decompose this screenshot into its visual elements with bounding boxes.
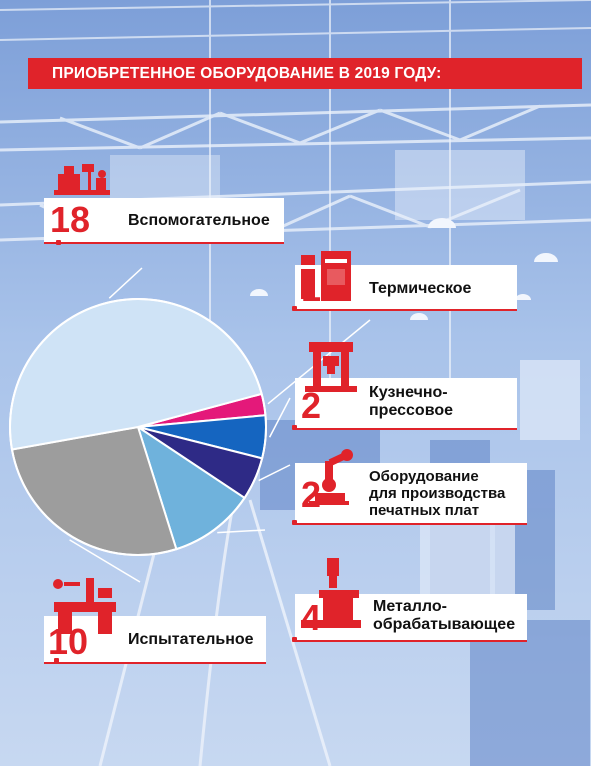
leader-line: [258, 464, 291, 482]
page-title: ПРИОБРЕТЕННОЕ ОБОРУДОВАНИЕ В 2019 ГОДУ:: [52, 64, 442, 82]
item-count: 10: [48, 621, 89, 662]
leader-line: [217, 529, 266, 534]
press-icon: [305, 342, 357, 392]
card-marker: [292, 520, 297, 525]
leader-line: [108, 267, 143, 299]
item-count: 1: [301, 268, 322, 309]
furnace-icon: [301, 251, 351, 301]
leader-line: [268, 397, 291, 438]
card-marker: [292, 637, 297, 642]
item-label: Кузнечно-прессовое: [369, 384, 453, 419]
item-count: 2: [301, 385, 322, 426]
card-marker: [292, 425, 297, 430]
card-marker: [56, 240, 61, 245]
item-count: 2: [301, 474, 322, 515]
milling-machine-icon: [301, 558, 361, 628]
item-label: Испытательное: [128, 631, 254, 648]
card-marker: [292, 306, 297, 311]
item-card-forging: 2 Кузнечно-прессовое: [295, 342, 517, 430]
card-marker: [54, 658, 59, 663]
item-card-testing: 10 Испытательное: [44, 578, 266, 664]
item-label: Вспомогательное: [128, 212, 270, 229]
leader-line: [69, 539, 141, 583]
item-count: 18: [50, 199, 91, 240]
test-bench-icon: [53, 578, 116, 634]
item-label: Оборудование для производства печатных пла…: [369, 468, 506, 519]
item-card-auxiliary: 18 Вспомогательное: [44, 164, 284, 244]
item-label: Металло-обрабатывающее: [373, 598, 516, 633]
pie-outline: [9, 298, 267, 556]
title-banner: ПРИОБРЕТЕННОЕ ОБОРУДОВАНИЕ В 2019 ГОДУ:: [28, 58, 582, 89]
item-count: 4: [301, 597, 322, 638]
item-card-metalworking: 4 Металло-обрабатывающее: [295, 558, 527, 642]
item-card-thermal: 1 Термическое: [295, 251, 517, 311]
robot-arm-icon: [309, 449, 353, 505]
item-card-pcb: 2 Оборудование для производства печатных п…: [295, 449, 527, 525]
item-label: Термическое: [369, 280, 472, 297]
auxiliary-equipment-icon: [54, 164, 110, 195]
